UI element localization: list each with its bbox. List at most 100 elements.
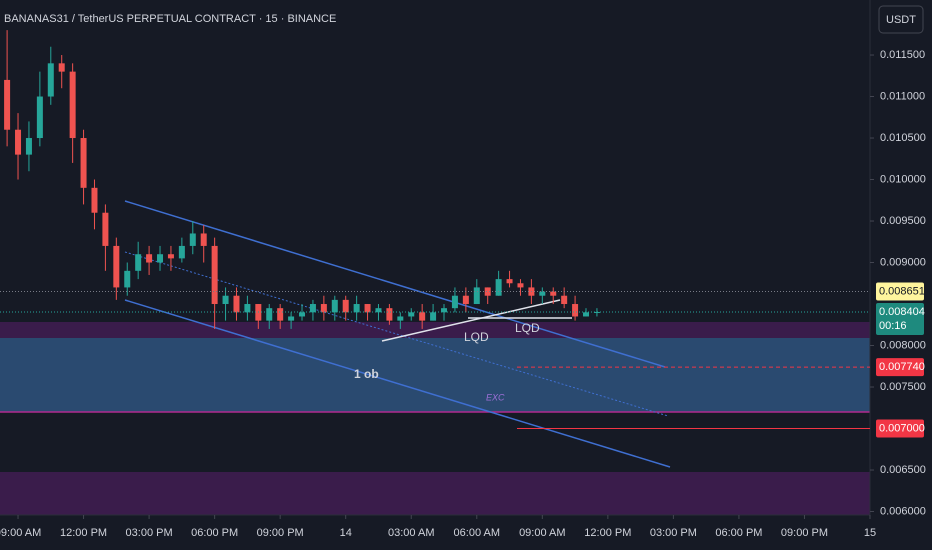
annotation: LQD [515,321,540,335]
x-tick-label: 09:00 PM [781,527,828,539]
supply-zone [0,322,870,338]
candle-body [4,79,11,130]
candle-body [462,295,469,305]
y-tick-label: 0.010000 [880,173,926,185]
x-tick-label: 06:00 AM [454,527,500,539]
candle-body [102,212,109,246]
candle-body [113,245,120,288]
candle-body [539,291,546,296]
candle-body [58,63,65,72]
candle-body [430,312,437,321]
annotation: LQD [464,330,489,344]
chart-title: BANANAS31 / TetherUS PERPETUAL CONTRACT … [4,13,336,25]
demand-zone [0,472,870,515]
candle-body [331,299,338,313]
price-label-box [876,302,924,335]
candle-body [277,308,284,321]
candle-body [583,312,590,317]
candle-body [69,71,76,139]
candle-body [364,304,371,313]
candle-body [408,312,415,317]
plot [4,30,600,329]
x-tick-label: 09:00 AM [0,527,41,539]
candle-body [309,304,316,313]
candle-body [495,279,502,296]
candle-body [15,129,22,155]
candle-body [25,138,32,155]
y-tick-label: 0.011500 [880,49,925,61]
currency-label[interactable]: USDT [886,14,916,26]
candle-body [146,254,153,263]
candle-body [124,270,131,288]
y-tick-label: 0.011000 [880,90,925,102]
candle-body [484,287,491,296]
x-tick-label: 09:00 AM [519,527,565,539]
candle-body [299,312,306,317]
channel-mid [124,251,669,417]
candle-body [200,233,207,246]
price-label: 0.007000 [879,422,925,434]
x-tick-label: 15 [864,527,876,539]
x-tick-label: 03:00 PM [126,527,173,539]
x-tick-label: 12:00 PM [60,527,107,539]
candle-body [397,316,404,321]
candle-body [233,295,240,313]
channel-lower [124,299,671,468]
y-tick-label: 0.010500 [880,132,926,144]
y-tick-label: 0.008000 [880,339,926,351]
time-axis [0,515,870,550]
candle-body [451,295,458,309]
y-tick-label: 0.006500 [880,464,926,476]
candle-body [244,304,251,313]
currency-button[interactable] [878,5,924,34]
y-tick-label: 0.009000 [880,256,926,268]
candle-body [441,308,448,313]
candle-body [135,254,142,271]
candle-body [211,245,218,305]
candle-body [375,308,382,313]
candle-body [473,287,480,305]
y-tick-label: 0.007500 [880,381,926,393]
price-label-box [876,282,924,301]
y-tick-label: 0.006000 [880,505,926,517]
candle-body [550,291,557,296]
x-tick-label: 12:00 PM [584,527,631,539]
price-label: 0.008651 [879,285,925,297]
candle-body [266,308,273,321]
trend-line [381,299,561,342]
x-tick-label: 06:00 PM [715,527,762,539]
candle-body [419,312,426,321]
price-label-box [876,358,924,377]
candle-body [320,304,327,313]
candle-body [386,308,393,321]
candle-body [561,295,568,305]
order-block-zone [0,338,875,412]
candle-body [167,254,174,259]
x-tick-label: 03:00 AM [388,527,434,539]
candle-body [288,316,295,321]
x-tick-label: 03:00 PM [650,527,697,539]
x-tick-label: 06:00 PM [191,527,238,539]
candle-body [593,311,600,313]
candle-body [157,254,164,263]
candle-body [36,96,43,139]
y-tick-label: 0.009500 [880,215,926,227]
price-label: 0.007740 [879,361,925,373]
candle-body [91,187,98,213]
candle-body [189,233,196,246]
annotation: 1 ob [354,367,379,381]
x-tick-label: 09:00 PM [257,527,304,539]
channel-upper [124,200,666,368]
candle-body [222,295,229,305]
countdown: 00:16 [879,320,907,332]
price-label: 0.008404 [879,306,925,318]
candle-body [47,63,54,97]
candle-body [178,245,185,259]
price-axis [870,0,932,550]
candle-body [506,279,513,284]
candle-body [517,283,524,288]
candle-body [80,138,87,188]
candle-body [353,304,360,313]
